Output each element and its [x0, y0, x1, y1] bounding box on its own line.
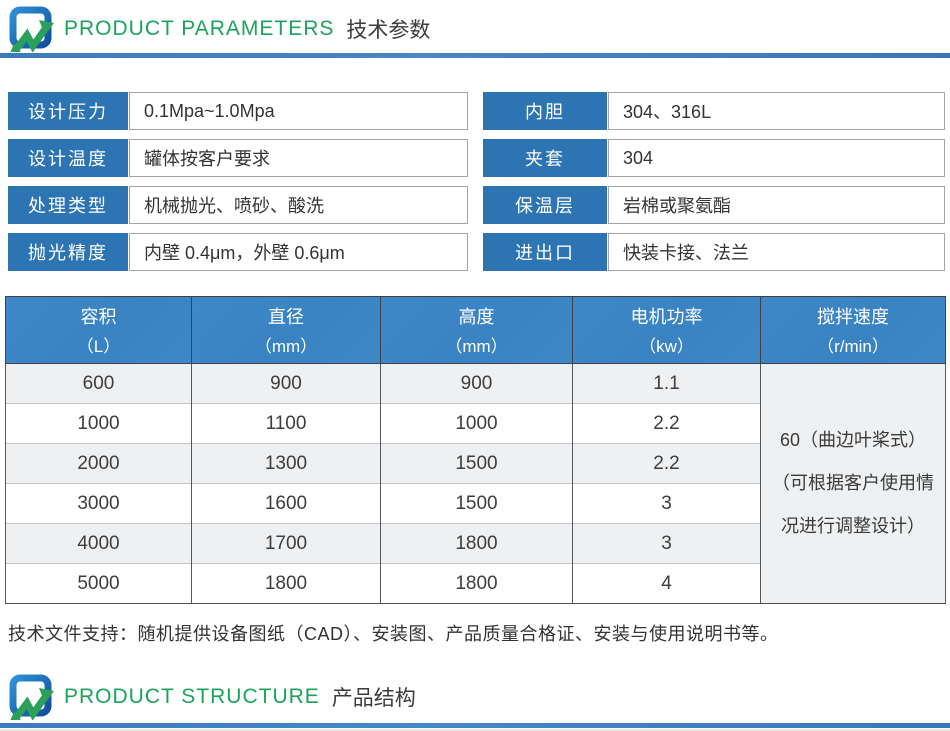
stir-speed-merged-cell: 60（曲边叶桨式） （可根据客户使用情 况进行调整设计）	[760, 363, 946, 604]
param-label: 设计温度	[8, 139, 128, 177]
cell: 1.1	[572, 363, 761, 404]
cell: 2000	[5, 443, 192, 484]
stir-speed-line: 60（曲边叶桨式）	[779, 430, 927, 450]
param-value: 机械抛光、喷砂、酸洗	[129, 186, 468, 224]
param-row: 设计压力 0.1Mpa~1.0Mpa	[8, 92, 468, 130]
param-row: 保温层 岩棉或聚氨酯	[483, 186, 945, 224]
col-header-volume: 容积 （L）	[5, 296, 192, 364]
cell: 1800	[380, 563, 573, 604]
param-label: 进出口	[483, 233, 607, 271]
cell: 1600	[191, 483, 381, 524]
param-value: 内壁 0.4μm，外壁 0.6μm	[129, 233, 468, 271]
section-header-structure: PRODUCT STRUCTURE 产品结构	[64, 674, 416, 720]
cell: 3	[572, 523, 761, 564]
cell: 600	[5, 363, 192, 404]
param-value: 岩棉或聚氨酯	[608, 186, 945, 224]
table-row: 3000 1600 1500 3	[5, 483, 946, 524]
cell: 1800	[191, 563, 381, 604]
cell: 900	[380, 363, 573, 404]
col-header-name: 搅拌速度	[817, 307, 889, 327]
cell: 1000	[5, 403, 192, 444]
param-row: 内胆 304、316L	[483, 92, 945, 130]
table-row: 600 900 900 1.1 60（曲边叶桨式） （可根据客户使用情 况进行调…	[5, 363, 946, 604]
cell: 1500	[380, 443, 573, 484]
table-row: 1000 1100 1000 2.2	[5, 403, 946, 444]
cell: 900	[191, 363, 381, 404]
cell: 4	[572, 563, 761, 604]
brand-logo-icon	[9, 6, 54, 52]
param-row: 进出口 快装卡接、法兰	[483, 233, 945, 271]
table-row: 2000 1300 1500 2.2	[5, 443, 946, 484]
cell: 1100	[191, 403, 381, 444]
top-divider-rule	[0, 53, 950, 58]
cell: 3	[572, 483, 761, 524]
table-row: 5000 1800 1800 4	[5, 563, 946, 604]
param-row: 设计温度 罐体按客户要求	[8, 139, 468, 177]
section-title-zh: 产品结构	[331, 687, 416, 710]
brand-logo-icon	[9, 674, 54, 720]
col-header-name: 容积	[80, 307, 117, 327]
cell: 1000	[380, 403, 573, 444]
col-header-unit: （mm）	[445, 337, 508, 356]
param-value: 0.1Mpa~1.0Mpa	[129, 92, 468, 130]
col-header-unit: （mm）	[254, 337, 318, 356]
col-header-unit: （L）	[76, 337, 121, 356]
param-value: 304、316L	[608, 92, 945, 130]
cell: 2.2	[572, 443, 761, 484]
param-value: 快装卡接、法兰	[608, 233, 945, 271]
cell: 5000	[5, 563, 192, 604]
cell: 2.2	[572, 403, 761, 444]
col-header-name: 高度	[458, 307, 495, 327]
section-title-en: PRODUCT STRUCTURE	[64, 685, 320, 708]
cell: 1700	[191, 523, 381, 564]
col-header-unit: （r/min）	[817, 337, 889, 356]
col-header-stir-speed: 搅拌速度 （r/min）	[760, 296, 946, 364]
col-header-height: 高度 （mm）	[380, 296, 573, 364]
param-row: 处理类型 机械抛光、喷砂、酸洗	[8, 186, 468, 224]
section-title-zh: 技术参数	[346, 19, 431, 42]
param-value: 罐体按客户要求	[129, 139, 468, 177]
cell: 1500	[380, 483, 573, 524]
section-header-parameters: PRODUCT PARAMETERS 技术参数	[64, 6, 430, 52]
cell: 1800	[380, 523, 573, 564]
col-header-name: 电机功率	[630, 307, 703, 327]
cell: 1300	[191, 443, 381, 484]
bottom-divider-rule	[0, 723, 950, 728]
spec-header-row: 容积 （L） 直径 （mm） 高度 （mm） 电机功率 （kw） 搅拌速度	[5, 296, 946, 364]
param-label: 内胆	[483, 92, 607, 130]
param-row: 夹套 304	[483, 139, 945, 177]
tech-support-note: 技术文件支持：随机提供设备图纸（CAD）、安装图、产品质量合格证、安装与使用说明…	[8, 624, 779, 644]
param-label: 保温层	[483, 186, 607, 224]
param-label: 抛光精度	[8, 233, 128, 271]
col-header-motor-power: 电机功率 （kw）	[572, 296, 761, 364]
cell: 4000	[5, 523, 192, 564]
col-header-unit: （kw）	[639, 337, 694, 356]
section-title-en: PRODUCT PARAMETERS	[64, 17, 335, 40]
param-label: 夹套	[483, 139, 607, 177]
param-label: 设计压力	[8, 92, 128, 130]
col-header-diameter: 直径 （mm）	[191, 296, 381, 364]
stir-speed-line: 况进行调整设计）	[781, 516, 925, 536]
table-row: 4000 1700 1800 3	[5, 523, 946, 564]
stir-speed-line: （可根据客户使用情	[772, 473, 934, 493]
cell: 3000	[5, 483, 192, 524]
col-header-name: 直径	[268, 307, 304, 327]
spec-table: 容积 （L） 直径 （mm） 高度 （mm） 电机功率 （kw） 搅拌速度	[5, 296, 946, 604]
bottom-strip	[0, 729, 950, 731]
param-row: 抛光精度 内壁 0.4μm，外壁 0.6μm	[8, 233, 468, 271]
param-value: 304	[608, 139, 945, 177]
param-label: 处理类型	[8, 186, 128, 224]
